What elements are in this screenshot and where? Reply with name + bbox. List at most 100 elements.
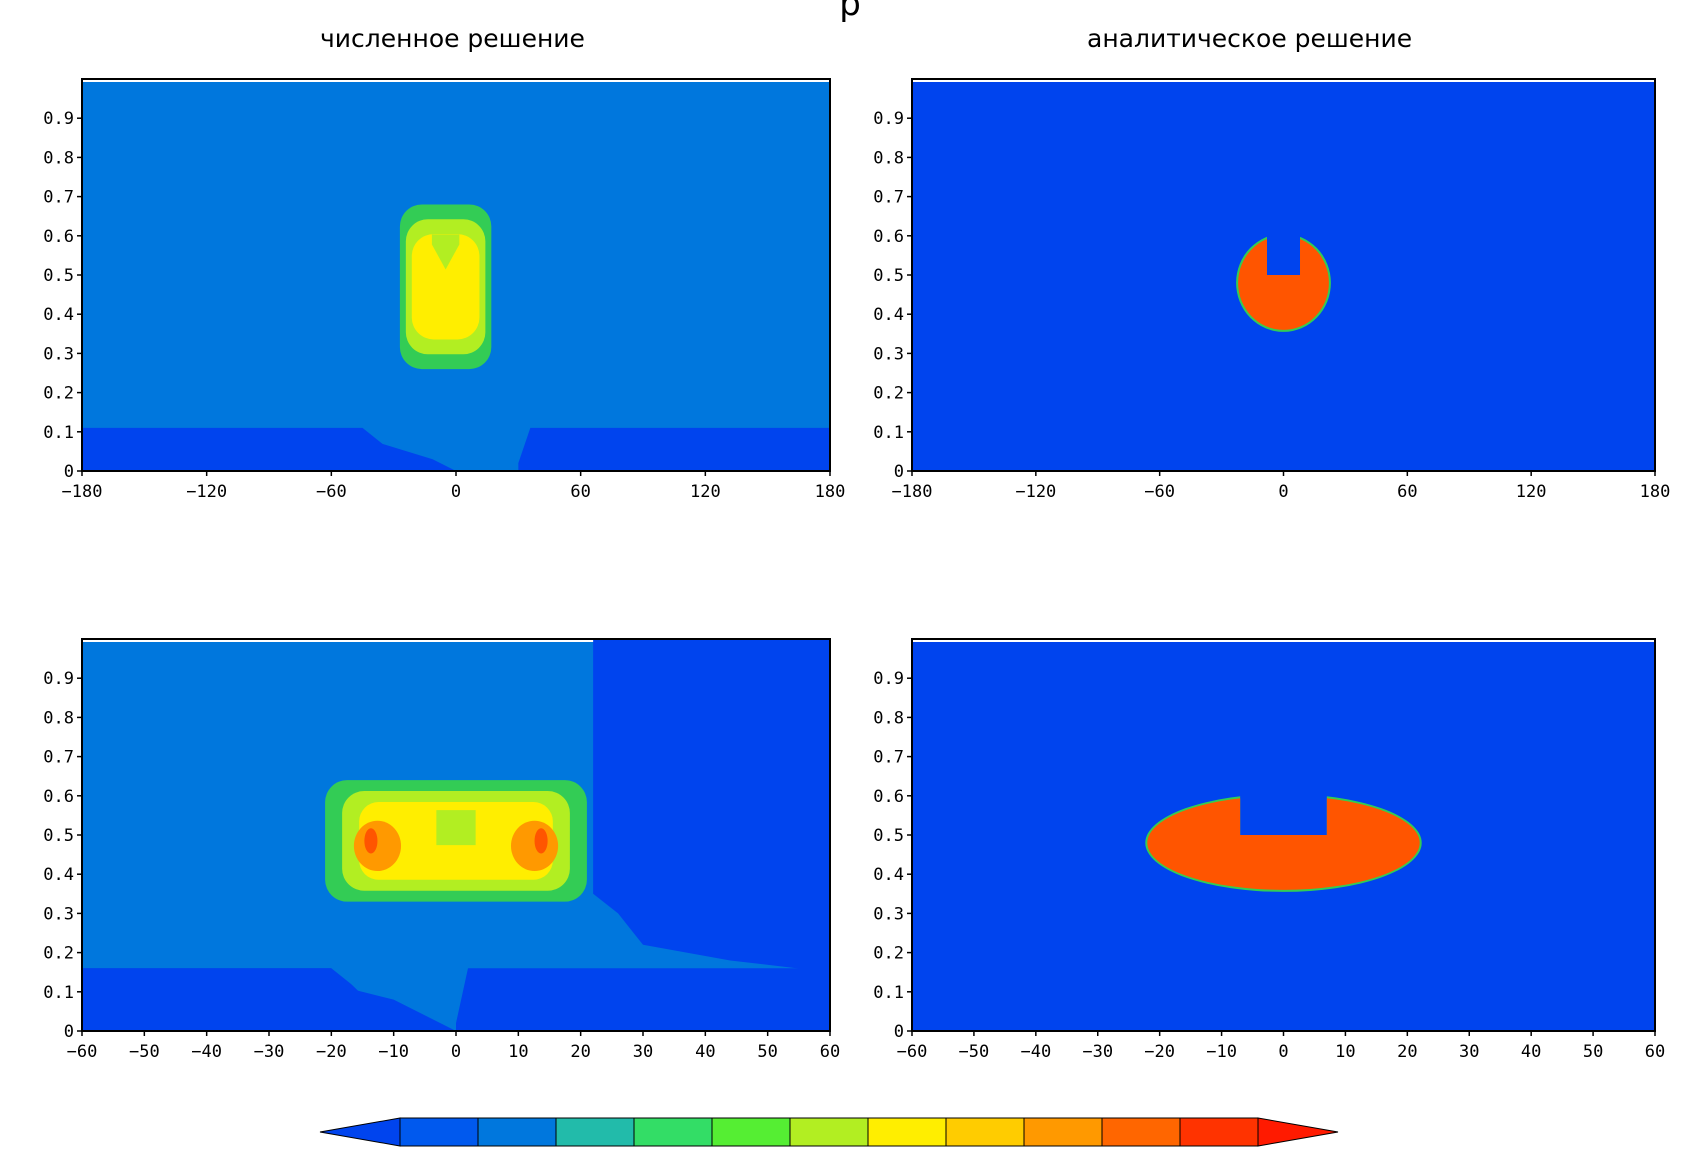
colorbar-segment — [867, 1117, 947, 1147]
y-tick-label: 0.3 — [43, 344, 74, 364]
x-tick-label: 40 — [1521, 1042, 1541, 1062]
colorbar-segment — [711, 1117, 791, 1147]
x-tick-label: −10 — [378, 1042, 409, 1062]
low-band-right — [456, 968, 830, 1031]
field-bottom-right — [912, 639, 1655, 1031]
y-tick-label: 0.7 — [43, 748, 74, 768]
colorbar-label: 0.4 — [776, 1149, 805, 1152]
x-tick-label: 60 — [820, 1042, 840, 1062]
y-tick-label: 0 — [64, 1022, 74, 1042]
y-tick-label: 0.4 — [873, 865, 904, 885]
x-tick-label: 10 — [508, 1042, 528, 1062]
x-tick-label: −50 — [129, 1042, 160, 1062]
contour-notch — [431, 234, 460, 270]
x-tick-label: 60 — [1397, 482, 1417, 502]
x-tick-label: −60 — [1144, 482, 1175, 502]
x-tick-label: 60 — [1645, 1042, 1665, 1062]
y-tick-label: 0.1 — [43, 983, 74, 1003]
top-strip — [912, 79, 1655, 82]
x-tick-label: 20 — [1397, 1042, 1417, 1062]
x-tick-label: 0 — [451, 1042, 461, 1062]
colorbar-label: 0.7 — [1010, 1149, 1039, 1152]
y-tick-label: 0.5 — [873, 266, 904, 286]
x-tick-label: 60 — [570, 482, 590, 502]
x-tick-label: 30 — [633, 1042, 653, 1062]
field-bottom-left — [82, 639, 830, 1031]
contour-lobe-1 — [353, 820, 402, 872]
low-band-right — [518, 427, 830, 471]
colorbar-label: 0.1 — [542, 1149, 571, 1152]
y-tick-label: 0.9 — [43, 669, 74, 689]
low-wedge — [331, 983, 456, 1031]
y-tick-label: 0.2 — [43, 384, 74, 404]
x-tick-label: −120 — [1015, 482, 1056, 502]
y-tick-label: 0 — [894, 462, 904, 482]
y-tick-label: 0.9 — [873, 669, 904, 689]
y-tick-label: 0.6 — [43, 787, 74, 807]
x-tick-label: 0 — [1278, 1042, 1288, 1062]
x-tick-label: −60 — [316, 482, 347, 502]
x-tick-label: −180 — [892, 482, 933, 502]
panel-top-right: 0 0.1 0.2 0.3 0.4 0.5 0.6 0.7 0.8 0.9 −180 −120 −60 0… — [873, 78, 1670, 502]
y-tick-label: 0.5 — [43, 826, 74, 846]
colorbar-segment — [1179, 1117, 1259, 1147]
contour-notch — [436, 810, 476, 846]
panel-top-left: 0 0.1 0.2 0.3 0.4 0.5 0.6 0.7 0.8 0.9 −180 −120 −60 0… — [43, 78, 845, 502]
x-tick-label: 50 — [757, 1042, 777, 1062]
colorbar-segment — [633, 1117, 713, 1147]
field-top-right — [912, 79, 1655, 471]
colorbar-label: 0.3 — [698, 1149, 727, 1152]
contour-level-3 — [411, 234, 480, 340]
colorbar-segment — [477, 1117, 557, 1147]
y-tick-label: 0.2 — [43, 944, 74, 964]
x-tick-label: 40 — [695, 1042, 715, 1062]
y-tick-label: 0.8 — [873, 708, 904, 728]
panel-bottom-right: 0 0.1 0.2 0.3 0.4 0.5 0.6 0.7 0.8 0.9 −60 −50 −40 −30… — [873, 638, 1665, 1062]
panel-bottom-left: 0 0.1 0.2 0.3 0.4 0.5 0.6 0.7 0.8 0.9 −60 −50 −40 −30… — [43, 638, 840, 1062]
slotted-disk — [1238, 235, 1329, 330]
x-tick-label: −40 — [1020, 1042, 1051, 1062]
colorbar-label: 0.6 — [932, 1149, 961, 1152]
y-tick-label: 0 — [64, 462, 74, 482]
y-tick-label: 0.3 — [873, 904, 904, 924]
x-tick-label: −50 — [959, 1042, 990, 1062]
x-tick-label: 0 — [1278, 482, 1288, 502]
y-tick-label: 0.9 — [873, 109, 904, 129]
colorbar-label: 0.9 — [1166, 1149, 1195, 1152]
colorbar-segment — [399, 1117, 479, 1147]
contour-core-1 — [364, 828, 378, 854]
colorbar-label: 0.8 — [1088, 1149, 1117, 1152]
x-tick-label: −20 — [1144, 1042, 1175, 1062]
y-tick-label: 0.9 — [43, 109, 74, 129]
y-tick-label: 0.6 — [43, 227, 74, 247]
x-tick-label: −180 — [62, 482, 103, 502]
x-tick-label: 120 — [1516, 482, 1547, 502]
slotted-disk — [1147, 795, 1420, 890]
top-strip — [82, 639, 830, 642]
y-tick-label: 0.3 — [43, 904, 74, 924]
y-tick-label: 0.2 — [873, 944, 904, 964]
x-tick-label: 20 — [570, 1042, 590, 1062]
y-tick-label: 0.3 — [873, 344, 904, 364]
y-tick-label: 0.6 — [873, 787, 904, 807]
x-tick-label: 120 — [690, 482, 721, 502]
x-tick-label: −60 — [67, 1042, 98, 1062]
y-tick-label: 0.7 — [43, 188, 74, 208]
field-top-left — [82, 79, 830, 471]
y-tick-label: 0.8 — [43, 148, 74, 168]
x-tick-label: 30 — [1459, 1042, 1479, 1062]
y-tick-label: 0.4 — [43, 305, 74, 325]
colorbar-segment — [555, 1117, 635, 1147]
contour-lobe-2 — [510, 820, 559, 872]
x-tick-label: −40 — [191, 1042, 222, 1062]
x-tick-label: 0 — [451, 482, 461, 502]
y-tick-label: 0.6 — [873, 227, 904, 247]
contour-core-2 — [534, 828, 548, 854]
y-tick-label: 0.8 — [43, 708, 74, 728]
x-tick-label: 10 — [1335, 1042, 1355, 1062]
y-tick-label: 0.8 — [873, 148, 904, 168]
low-band-left — [82, 968, 332, 1031]
colorbar-label: 0.2 — [620, 1149, 649, 1152]
x-tick-label: −20 — [316, 1042, 347, 1062]
right-column-title: аналитическое решение — [1087, 24, 1413, 53]
